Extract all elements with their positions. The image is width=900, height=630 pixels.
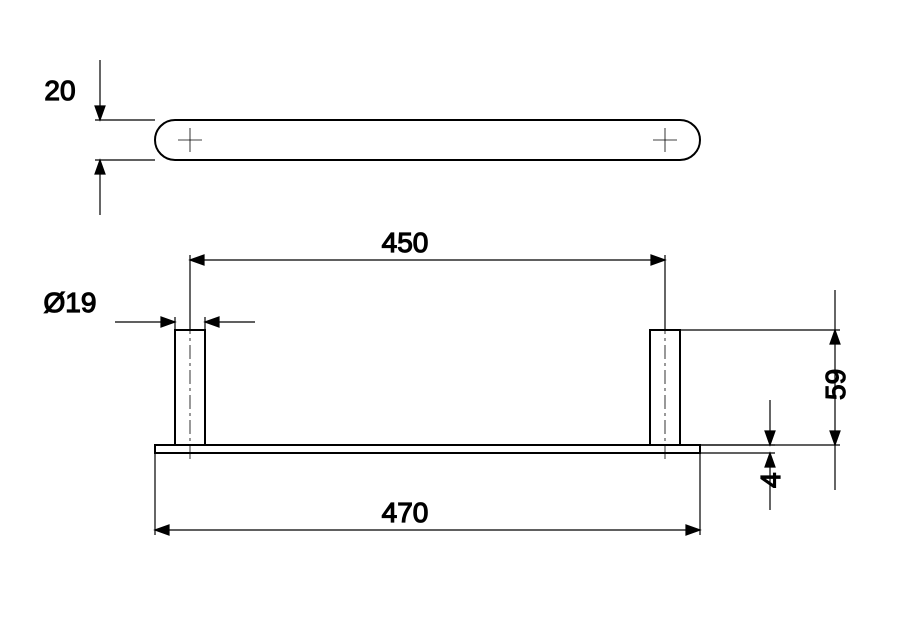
dim-height-59: 59 — [680, 290, 851, 490]
top-center-mark-right — [653, 128, 677, 152]
front-view — [155, 320, 700, 460]
dim-20-label: 20 — [44, 75, 75, 106]
dim-470-label: 470 — [382, 497, 429, 528]
base-plate — [155, 445, 700, 453]
top-bar-outline — [155, 120, 700, 160]
technical-drawing: 20 450 Ø19 470 — [0, 0, 900, 630]
top-center-mark-left — [178, 128, 202, 152]
dim-base-4: 4 — [700, 400, 786, 510]
dim-diameter-19: Ø19 — [44, 287, 255, 330]
top-view — [155, 120, 700, 160]
dim-center-450: 450 — [190, 227, 665, 330]
dim-overall-470: 470 — [155, 453, 700, 535]
dim-59-label: 59 — [820, 369, 851, 400]
dim-450-label: 450 — [382, 227, 429, 258]
dim-19-label: Ø19 — [44, 287, 97, 318]
dim-4-label: 4 — [755, 472, 786, 488]
dim-thickness-20: 20 — [44, 60, 155, 215]
